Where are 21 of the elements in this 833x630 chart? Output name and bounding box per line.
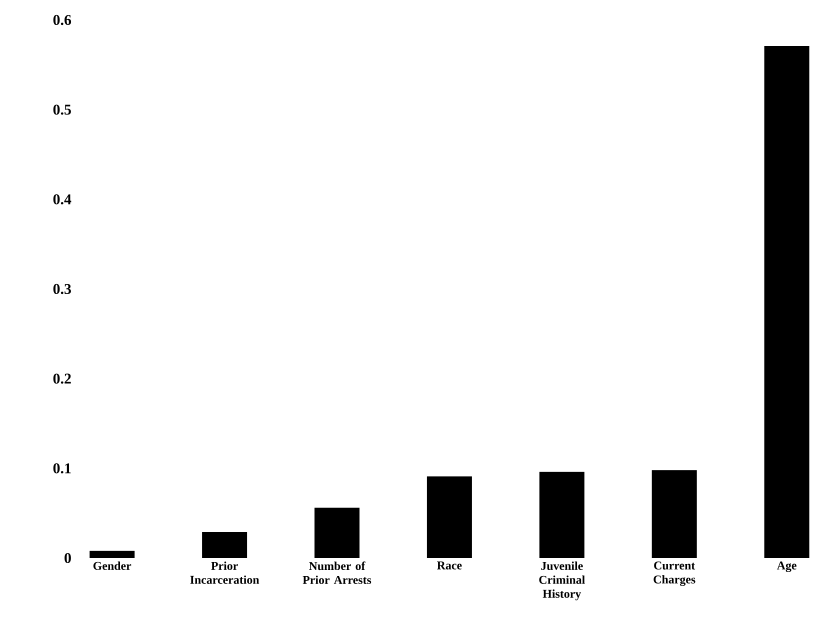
bar (652, 470, 697, 558)
y-tick-label: 0 (64, 552, 71, 564)
y-tick-label: 0.6 (53, 14, 72, 26)
bar (202, 532, 248, 558)
y-tick-label: 0.3 (53, 284, 71, 294)
x-tick-label: Gender (93, 562, 132, 570)
y-tick-label: 0.1 (53, 463, 71, 474)
bar (764, 46, 810, 558)
x-tick-label: Number of Prior Arrests (302, 562, 372, 584)
bar (426, 476, 472, 558)
bar (314, 508, 360, 558)
x-tick-label: Prior Incarceration (190, 562, 260, 584)
y-tick-label: 0.2 (53, 374, 71, 384)
x-tick-label: Juvenile Criminal History (539, 562, 585, 600)
x-tick-label: Race (437, 562, 462, 570)
x-tick-label: Current Charges (654, 562, 696, 586)
x-tick-label: Age (776, 562, 796, 572)
bar (539, 472, 584, 558)
y-tick-label: 0.4 (53, 194, 72, 204)
bar (90, 550, 135, 558)
y-tick-label: 0.5 (53, 104, 71, 115)
